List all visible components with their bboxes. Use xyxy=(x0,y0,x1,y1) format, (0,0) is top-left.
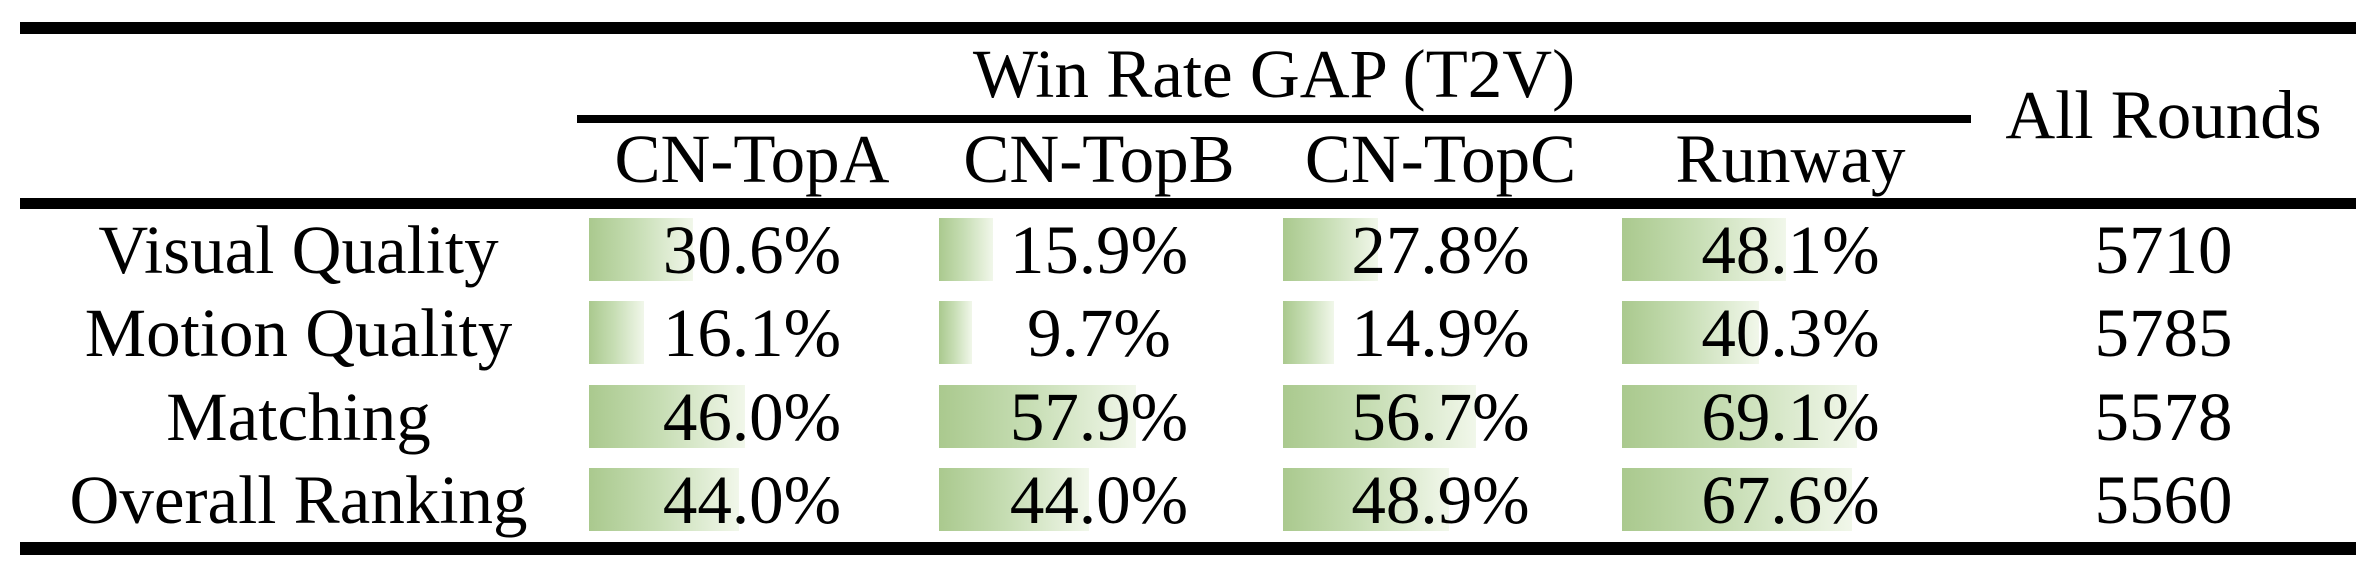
data-bar xyxy=(589,218,694,281)
all-rounds-value: 5785 xyxy=(2094,294,2233,371)
data-bar xyxy=(939,301,972,364)
col-header-runway: Runway xyxy=(1675,121,1906,197)
bottom-rule xyxy=(20,542,2356,555)
col-header-all-rounds: All Rounds xyxy=(2005,77,2322,153)
value-cell: 30.6% xyxy=(577,208,927,292)
data-bar xyxy=(1283,301,1334,364)
data-bar xyxy=(1622,385,1857,448)
value-cell: 46.0% xyxy=(577,375,927,459)
table-row-overall-ranking: Overall Ranking 44.0% 44.0% 48.9% 67.6% … xyxy=(0,458,2376,542)
row-label-matching: Matching xyxy=(166,378,431,455)
row-label-overall-ranking: Overall Ranking xyxy=(69,461,528,538)
all-rounds-value: 5578 xyxy=(2094,378,2233,455)
percent-value: 46.0% xyxy=(662,378,842,455)
percent-value: 15.9% xyxy=(1009,211,1189,288)
value-cell: 40.3% xyxy=(1610,291,1971,375)
col-header-cn-topb: CN-TopB xyxy=(963,121,1235,197)
percent-value: 40.3% xyxy=(1701,294,1880,371)
percent-value: 56.7% xyxy=(1351,378,1530,455)
table-row-visual-quality: Visual Quality 30.6% 15.9% 27.8% 48.1% 5… xyxy=(0,208,2376,292)
data-bar xyxy=(1622,468,1852,531)
value-cell: 44.0% xyxy=(577,458,927,542)
value-cell: 56.7% xyxy=(1271,375,1610,459)
table-title: Win Rate GAP (T2V) xyxy=(972,35,1576,112)
percent-value: 48.1% xyxy=(1701,211,1880,288)
data-bar xyxy=(1283,385,1476,448)
data-bar xyxy=(1622,218,1786,281)
value-cell: 57.9% xyxy=(927,375,1271,459)
percent-value: 9.7% xyxy=(1027,294,1171,371)
row-label-visual-quality: Visual Quality xyxy=(98,211,499,288)
data-bar xyxy=(939,468,1089,531)
percent-value: 30.6% xyxy=(662,211,842,288)
value-cell: 44.0% xyxy=(927,458,1271,542)
value-cell: 9.7% xyxy=(927,291,1271,375)
value-cell: 48.1% xyxy=(1610,208,1971,292)
data-bar xyxy=(1283,468,1450,531)
value-cell: 16.1% xyxy=(577,291,927,375)
percent-value: 57.9% xyxy=(1009,378,1189,455)
data-bar xyxy=(1622,301,1760,364)
value-cell: 15.9% xyxy=(927,208,1271,292)
percent-value: 44.0% xyxy=(1009,461,1189,538)
table-row-motion-quality: Motion Quality 16.1% 9.7% 14.9% 40.3% 57… xyxy=(0,291,2376,375)
header-rule xyxy=(20,198,2356,209)
top-rule xyxy=(20,22,2356,34)
all-rounds-value: 5710 xyxy=(2094,211,2233,288)
value-cell: 27.8% xyxy=(1271,208,1610,292)
data-bar xyxy=(939,385,1136,448)
group-header-rule xyxy=(577,115,1971,123)
data-bar xyxy=(939,218,994,281)
percent-value: 69.1% xyxy=(1701,378,1880,455)
percent-value: 14.9% xyxy=(1351,294,1530,371)
col-header-cn-topa: CN-TopA xyxy=(614,121,890,197)
percent-value: 48.9% xyxy=(1351,461,1530,538)
value-cell: 48.9% xyxy=(1271,458,1610,542)
row-label-motion-quality: Motion Quality xyxy=(84,294,513,371)
col-header-cn-topc: CN-TopC xyxy=(1304,121,1577,197)
data-bar xyxy=(1283,218,1378,281)
value-cell: 14.9% xyxy=(1271,291,1610,375)
percent-value: 27.8% xyxy=(1351,211,1530,288)
table-row-matching: Matching 46.0% 57.9% 56.7% 69.1% 5578 xyxy=(0,375,2376,459)
data-bar xyxy=(589,301,644,364)
all-rounds-value: 5560 xyxy=(2094,461,2233,538)
data-bar xyxy=(589,385,746,448)
value-cell: 67.6% xyxy=(1610,458,1971,542)
percent-value: 44.0% xyxy=(662,461,842,538)
percent-value: 16.1% xyxy=(662,294,842,371)
value-cell: 69.1% xyxy=(1610,375,1971,459)
percent-value: 67.6% xyxy=(1701,461,1880,538)
data-bar xyxy=(589,468,739,531)
